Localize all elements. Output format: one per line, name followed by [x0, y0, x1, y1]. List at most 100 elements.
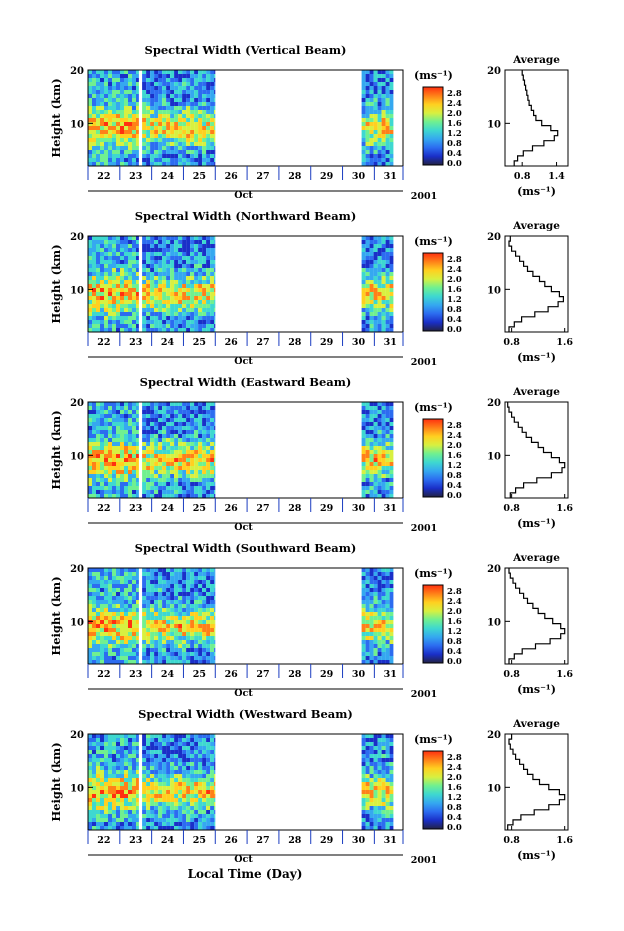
heatmap-cell [365, 806, 370, 810]
heatmap-cell [170, 612, 175, 616]
heatmap-cell [206, 612, 211, 616]
heatmap-cell [158, 296, 163, 300]
heatmap-cell [128, 252, 132, 256]
heatmap-cell [389, 240, 394, 244]
heatmap-cell [120, 154, 124, 158]
heatmap-cell [190, 154, 195, 158]
heatmap-cell [158, 814, 163, 818]
heatmap-cell [124, 150, 128, 154]
heatmap-cell [96, 798, 100, 802]
heatmap-cell [365, 138, 370, 142]
heatmap-cell [132, 292, 136, 296]
heatmap-cell [132, 568, 136, 572]
heatmap-cell [214, 762, 216, 766]
heatmap-cell [369, 106, 374, 110]
heatmap-cell [108, 620, 112, 624]
heatmap-cell [190, 284, 195, 288]
heatmap-cell [377, 648, 382, 652]
heatmap-cell [369, 462, 374, 466]
heatmap-cell [210, 652, 215, 656]
panel-title: Spectral Width (Vertical Beam) [145, 43, 347, 57]
colorbar-tick-label: 2.0 [447, 109, 462, 119]
heatmap-cell [120, 414, 124, 418]
heatmap-cell [136, 600, 139, 604]
heatmap-cell [100, 98, 104, 102]
heatmap-cell [178, 264, 183, 268]
heatmap-cell [120, 134, 124, 138]
heatmap-cell [132, 154, 136, 158]
heatmap-cell [150, 158, 155, 162]
heatmap-cell [365, 288, 370, 292]
heatmap-cell [100, 814, 104, 818]
heatmap-cell [150, 738, 155, 742]
heatmap-cell [194, 122, 199, 126]
heatmap-cell [116, 70, 120, 74]
heatmap-cell [198, 324, 203, 328]
heatmap-cell [124, 126, 128, 130]
heatmap-cell [142, 458, 147, 462]
heatmap-cell [150, 612, 155, 616]
heatmap-cell [361, 426, 366, 430]
heatmap-cell [116, 612, 120, 616]
heatmap-cell [158, 458, 163, 462]
heatmap-cell [116, 636, 120, 640]
heatmap-cell [389, 74, 394, 78]
heatmap-cell [182, 442, 187, 446]
heatmap-cell [194, 782, 199, 786]
heatmap-cell [150, 458, 155, 462]
heatmap-cell [112, 616, 116, 620]
heatmap-cell [190, 798, 195, 802]
heatmap-cell [174, 316, 179, 320]
heatmap-cell [170, 154, 175, 158]
heatmap-cell [170, 426, 175, 430]
heatmap-cell [108, 750, 112, 754]
heatmap-cell [210, 786, 215, 790]
heatmap-cell [154, 782, 159, 786]
heatmap-cell [166, 616, 171, 620]
heatmap-cell [170, 434, 175, 438]
heatmap-cell [373, 410, 378, 414]
heatmap-cell [381, 244, 386, 248]
heatmap-cell [202, 414, 207, 418]
heatmap-cell [96, 758, 100, 762]
heatmap-cell [174, 794, 179, 798]
heatmap-cell [108, 786, 112, 790]
heatmap-cell [154, 612, 159, 616]
heatmap-cell [120, 814, 124, 818]
heatmap-cell [174, 430, 179, 434]
heatmap-cell [120, 110, 124, 114]
heatmap-cell [174, 494, 179, 498]
heatmap-cell [128, 466, 132, 470]
heatmap-cell [369, 98, 374, 102]
heatmap-cell [174, 486, 179, 490]
heatmap-cell [198, 276, 203, 280]
heatmap-cell [202, 86, 207, 90]
heatmap-cell [124, 284, 128, 288]
heatmap-cell [96, 162, 100, 166]
heatmap-cell [120, 106, 124, 110]
heatmap-cell [88, 462, 92, 466]
heatmap-cell [202, 268, 207, 272]
heatmap-cell [92, 130, 96, 134]
heatmap-cell [124, 308, 128, 312]
heatmap-cell [166, 446, 171, 450]
heatmap-cell [108, 86, 112, 90]
heatmap-cell [190, 580, 195, 584]
heatmap-cell [104, 758, 108, 762]
heatmap-cell [162, 406, 167, 410]
heatmap-cell [116, 580, 120, 584]
heatmap-cell [194, 142, 199, 146]
heatmap-cell [190, 762, 195, 766]
heatmap-cell [170, 596, 175, 600]
heatmap-cell [170, 620, 175, 624]
heatmap-cell [104, 588, 108, 592]
heatmap-cell [108, 592, 112, 596]
heatmap-cell [186, 620, 191, 624]
heatmap-cell [194, 430, 199, 434]
heatmap-cell [104, 308, 108, 312]
heatmap-cell [132, 790, 136, 794]
heatmap-cell [194, 90, 199, 94]
heatmap-cell [202, 826, 207, 830]
heatmap-cell [190, 636, 195, 640]
heatmap-cell [166, 328, 171, 332]
